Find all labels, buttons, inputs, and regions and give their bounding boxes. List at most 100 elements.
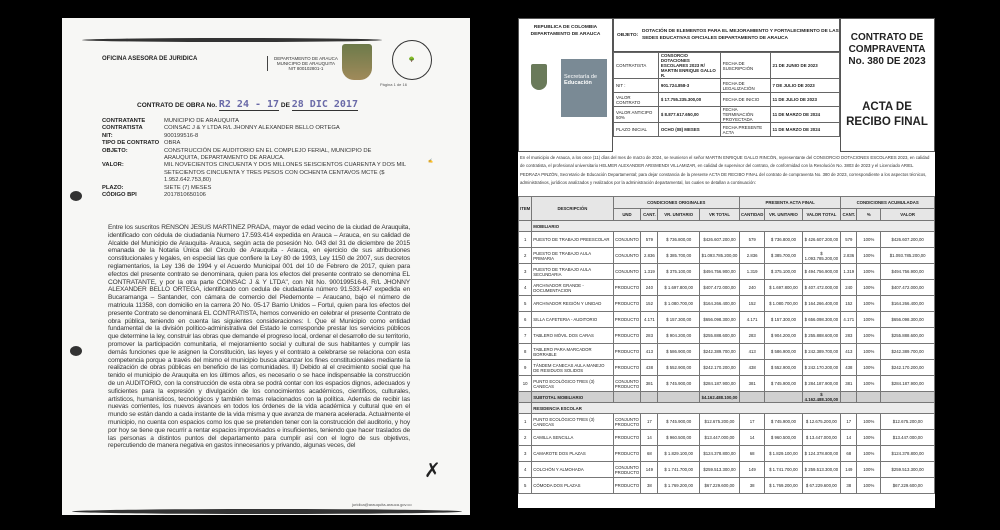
education-logo: Secretaría de Educación (561, 59, 607, 117)
cell: $1.093.785.200,00 (880, 247, 935, 264)
info-label: VALOR ANTICIPO 50% (613, 106, 659, 123)
field-value: MIL NOVECIENTOS CINCUENTA Y DOS MILLONES… (164, 162, 406, 184)
summary-row: TIPO DE CONTRATO OBRA (102, 140, 407, 147)
cell: CONJUNTO PRODUCTO (612, 461, 642, 478)
info-value: $ 8.877.617.650,00 (657, 106, 721, 123)
cell: 100% (856, 359, 882, 376)
cell: 7 (518, 327, 533, 344)
cell: $ 407.472.000,00 (801, 279, 842, 296)
cell: PRODUCTO (612, 445, 642, 462)
cell: 100% (856, 231, 882, 248)
field-label: CONTRATANTE (102, 118, 146, 124)
cell: PUESTO DE TRABAJO AULA PRIMARIA (531, 247, 614, 264)
cell: CONJUNTO (612, 247, 642, 264)
section-row: MOBILIARIO (518, 220, 935, 232)
cell: $ 494.756.900,00 (801, 263, 842, 280)
cell: 283 (738, 327, 766, 344)
cell: CAMAROTE DOS PLAZAS (531, 445, 614, 462)
table-row: 3 CAMAROTE DOS PLAZAS PRODUCTO 68 $ 1.829.10… (518, 445, 935, 462)
section-name: RESIDENCIA ESCOLAR (531, 402, 935, 414)
cell: $67.229.600,00 (699, 477, 740, 494)
cell: $ 656.098.300,00 (801, 311, 842, 328)
table-row: 8 TABLERO PARA MARCADOR BORRABLE PRODUCTO 4… (518, 343, 935, 360)
cell: $259.513.300,00 (699, 461, 740, 478)
cell: 2.836 (738, 247, 766, 264)
cell: 1.319 (640, 263, 659, 280)
org-line: REPUBLICA DE COLOMBIA (533, 25, 598, 30)
cell: $ 1.080.700,00 (764, 295, 803, 312)
cell: $ 164.266.400,00 (801, 295, 842, 312)
cell: 240 (840, 279, 858, 296)
cell: $ 157.300,00 (764, 311, 803, 328)
footer-swoosh (72, 509, 462, 514)
cell: CONJUNTO (612, 231, 642, 248)
cell: 3 (518, 263, 533, 280)
cell: 100% (856, 279, 882, 296)
cell: $12.675.200,00 (699, 413, 740, 430)
acta-paragraph: En el municipio de Arauca, a los once (1… (520, 155, 930, 186)
cell: PRODUCTO (612, 343, 642, 360)
cell: PRODUCTO (612, 311, 642, 328)
cell: $ 552.900,00 (764, 359, 803, 376)
acta-title: ACTA DE RECIBO FINAL (846, 101, 928, 128)
cell: $12.675.200,00 (880, 413, 935, 430)
section-spacer (518, 220, 533, 232)
cell: $ 12.675.200,00 (801, 413, 842, 430)
info-row: VALOR CONTRATO $ 17.755.235.300,00 FECHA D… (613, 92, 840, 107)
cell: PUNTO ECOLÓGICO TRES (3) CANECAS (531, 413, 614, 430)
column-header: VR. UNITARIO (657, 208, 701, 221)
cell: 152 (840, 295, 858, 312)
cell: $ 586.900,00 (657, 343, 701, 360)
date-value: 11 DE MARZO DE 2024 (769, 106, 840, 123)
table-row: 2 CAMILLA SENCILLA PRODUCTO 14 $ 960.500,00 $… (518, 429, 935, 446)
date-label: FECHA DE SUSCRIPCIÓN (719, 52, 771, 79)
date-label: FECHA DE LEGALIZACIÓN (719, 78, 771, 93)
cell: PRODUCTO (612, 295, 642, 312)
cell: CONJUNTO (612, 263, 642, 280)
cell (612, 391, 642, 403)
cell: 10 (518, 375, 533, 392)
cell: PUESTO DE TRABAJO AULA SECUNDARIA (531, 263, 614, 280)
field-label: PLAZO: (102, 184, 124, 191)
cell: 413 (640, 343, 659, 360)
cell: $ 426.607.200,00 (801, 231, 842, 248)
punch-hole (70, 191, 82, 201)
cell: TABLERO PARA MARCADOR BORRABLE (531, 343, 614, 360)
cell: $426.607.200,00 (880, 231, 935, 248)
cell: 14 (840, 429, 858, 446)
cell: $ 1.697.800,00 (657, 279, 701, 296)
group-header: CONDICIONES ORIGINALES (612, 196, 740, 209)
cell: $ 13.447.000,00 (801, 429, 842, 446)
cell: 14 (640, 429, 659, 446)
cell: 283 (840, 327, 858, 344)
cell: $656.098.300,00 (699, 311, 740, 328)
de-label: DE (280, 102, 290, 109)
dept-line: MUNICIPIO DE ARAUQUITA (276, 61, 336, 66)
cell: 1.319 (840, 263, 858, 280)
dept-line: DEPARTAMENTO DE ARAUCA (274, 56, 338, 61)
table-row: 1 PUNTO ECOLÓGICO TRES (3) CANECAS CONJUNT… (518, 413, 935, 430)
cell: $ 1.769.200,00 (657, 477, 701, 494)
cell: $ 375.100,00 (764, 263, 803, 280)
info-value: CONSORCIO DOTACIONES ESCOLARES 2023 R/ M… (657, 52, 721, 79)
cell: 14 (738, 429, 766, 446)
org-cell: REPUBLICA DE COLOMBIA DEPARTAMENTO DE AR… (518, 18, 613, 152)
cell: SILLA CAFETERIA - AUDITORIO (531, 311, 614, 328)
cell: $1.093.785.200,00 (699, 247, 740, 264)
column-header: % (856, 208, 882, 221)
cell: $284.187.900,00 (880, 375, 935, 392)
field-value: COINSAC J & Y LTDA R/L JHONNY ALEXANDER … (164, 125, 340, 132)
cell: $124.378.800,00 (880, 445, 935, 462)
summary-row: PLAZO: SIETE (7) MESES (102, 185, 407, 192)
info-row: CONTRATISTA CONSORCIO DOTACIONES ESCOLARE… (613, 52, 840, 79)
org-line: DEPARTAMENTO DE ARAUCA (530, 32, 601, 37)
cell: $ 745.900,00 (764, 375, 803, 392)
cell: PRODUCTO (612, 429, 642, 446)
cell: 5 (518, 477, 533, 494)
info-row: VALOR ANTICIPO 50% $ 8.877.617.650,00 FECH… (613, 106, 840, 123)
cell: 579 (640, 231, 659, 248)
cell: $ 67.229.600,00 (801, 477, 842, 494)
cell: 413 (840, 343, 858, 360)
cell (880, 391, 935, 403)
contract-number-stamp: R2 24 - 17 (218, 99, 280, 111)
